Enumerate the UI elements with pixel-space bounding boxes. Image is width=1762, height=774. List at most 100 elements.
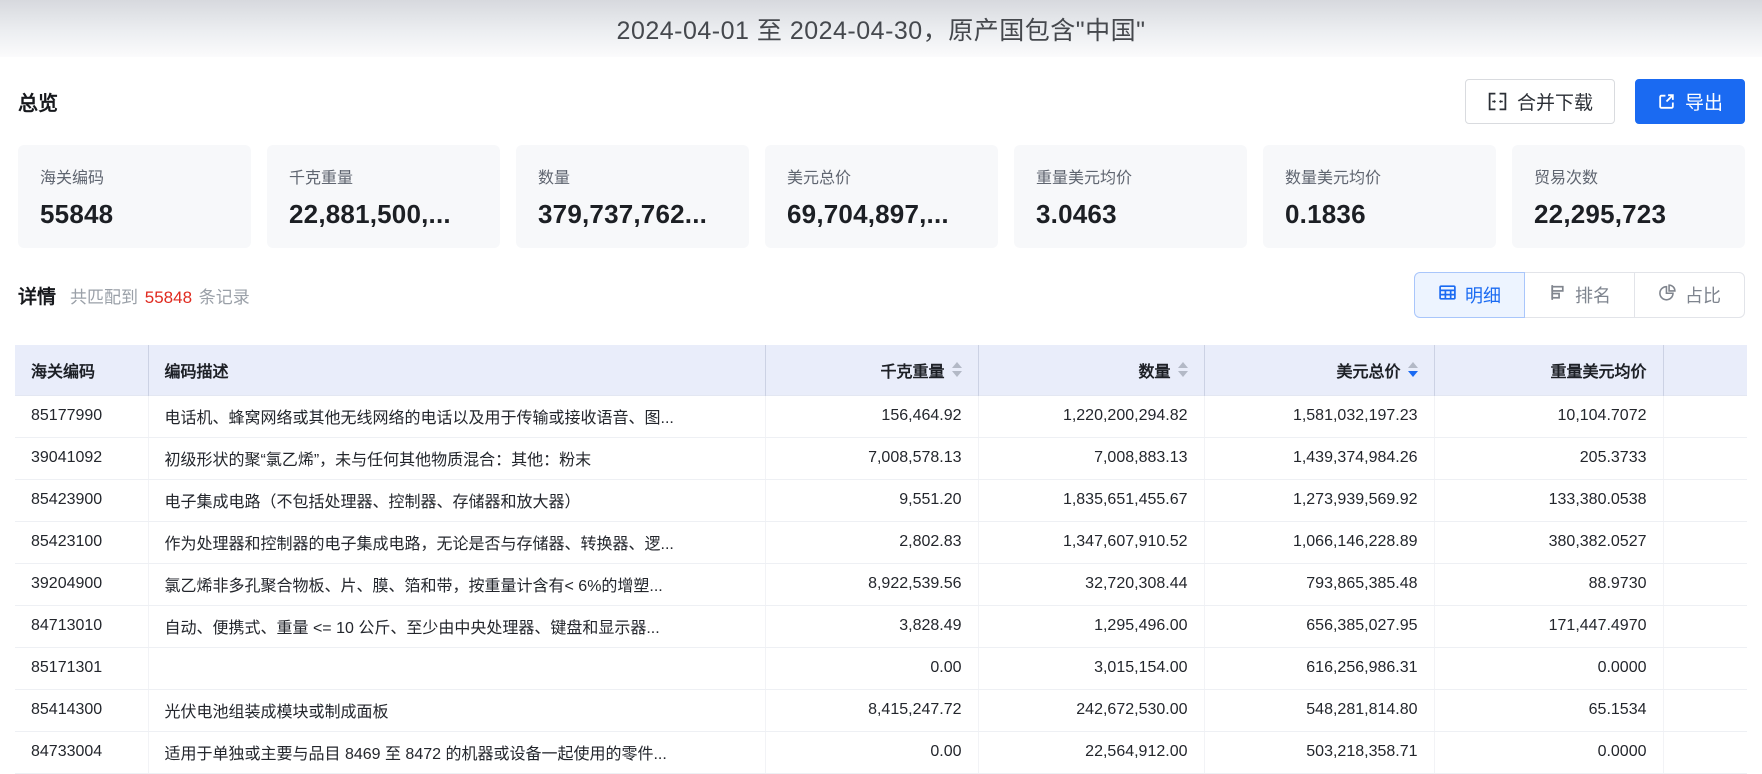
- stat-card-quantity: 数量 379,737,762...: [516, 145, 749, 248]
- sort-carets[interactable]: [951, 362, 962, 378]
- overview-heading: 总览: [18, 92, 58, 115]
- table-row: 85177990 电话机、蜂窝网络或其他无线网络的电话以及用于传输或接收语音、图…: [15, 394, 1747, 438]
- cell-quantity: 7,008,883.13: [978, 437, 1205, 480]
- table-row: 84713010 自动、便携式、重量 <= 10 公斤、至少由中央处理器、键盘和…: [15, 605, 1747, 648]
- cell-weight-avg-price: 0.0000: [1434, 731, 1664, 774]
- table-row: 85423900 电子集成电路（不包括处理器、控制器、存储器和放大器） 9,55…: [15, 479, 1747, 522]
- stat-card-trade-count: 贸易次数 22,295,723: [1512, 145, 1745, 248]
- export-button[interactable]: 导出: [1634, 78, 1745, 124]
- stat-label: 贸易次数: [1534, 170, 1599, 187]
- cell-usd-total: 1,439,374,984.26: [1204, 437, 1435, 480]
- cell-filler: [1663, 563, 1747, 606]
- cell-customs-code: 39041092: [15, 437, 149, 480]
- merge-cells-icon: [1487, 91, 1508, 112]
- ranking-icon: [1548, 283, 1567, 307]
- overview-header-row: 总览 合并下载 导出: [18, 78, 1745, 124]
- stat-label: 美元总价: [787, 170, 852, 187]
- cell-usd-total: 548,281,814.80: [1204, 689, 1435, 732]
- cell-description: 光伏电池组装成模块或制成面板: [148, 689, 766, 732]
- cell-customs-code: 84733004: [15, 731, 149, 774]
- cell-quantity: 1,835,651,455.67: [978, 479, 1205, 522]
- cell-filler: [1663, 731, 1747, 774]
- sort-desc-icon: [951, 371, 962, 378]
- cell-usd-total: 656,385,027.95: [1204, 605, 1435, 648]
- tab-proportion[interactable]: 占比: [1634, 272, 1745, 318]
- stat-card-weight-avg-price: 重量美元均价 3.0463: [1014, 145, 1247, 248]
- view-mode-switch: 明细 排名 占比: [1414, 272, 1745, 318]
- details-header-row: 详情 共匹配到 55848 条记录 明细: [18, 272, 1745, 318]
- cell-filler: [1663, 689, 1747, 732]
- stat-label: 海关编码: [40, 170, 105, 187]
- cell-description: [148, 647, 766, 690]
- cell-kg-weight: 3,828.49: [765, 605, 979, 648]
- cell-description: 电话机、蜂窝网络或其他无线网络的电话以及用于传输或接收语音、图...: [148, 394, 766, 438]
- stat-label: 数量美元均价: [1285, 170, 1382, 187]
- col-header-kg-weight[interactable]: 千克重量: [765, 345, 979, 395]
- cell-customs-code: 85423900: [15, 479, 149, 522]
- col-label: 数量: [1138, 363, 1171, 381]
- tab-detail-label: 明细: [1465, 286, 1501, 306]
- stat-card-usd-total: 美元总价 69,704,897,...: [765, 145, 998, 248]
- cell-usd-total: 1,066,146,228.89: [1204, 521, 1435, 564]
- tab-detail[interactable]: 明细: [1414, 272, 1525, 318]
- sort-asc-icon: [951, 362, 962, 369]
- match-prefix: 共匹配到: [70, 287, 139, 307]
- table-row: 85171301 0.00 3,015,154.00 616,256,986.3…: [15, 647, 1747, 690]
- cell-description: 初级形状的聚“氯乙烯”，未与任何其他物质混合：其他：粉末: [148, 437, 766, 480]
- col-header-filler: [1663, 345, 1747, 395]
- cell-quantity: 3,015,154.00: [978, 647, 1205, 690]
- cell-usd-total: 793,865,385.48: [1204, 563, 1435, 606]
- cell-quantity: 1,220,200,294.82: [978, 394, 1205, 438]
- cell-customs-code: 85171301: [15, 647, 149, 690]
- cell-description: 氯乙烯非多孔聚合物板、片、膜、箔和带，按重量计含有< 6%的增塑...: [148, 563, 766, 606]
- cell-usd-total: 1,273,939,569.92: [1204, 479, 1435, 522]
- col-header-customs-code: 海关编码: [15, 345, 149, 395]
- cell-customs-code: 84713010: [15, 605, 149, 648]
- cell-filler: [1663, 605, 1747, 648]
- sort-carets[interactable]: [1177, 362, 1188, 378]
- table-row: 85423100 作为处理器和控制器的电子集成电路，无论是否与存储器、转换器、逻…: [15, 521, 1747, 564]
- stat-value: 3.0463: [1036, 199, 1117, 229]
- cell-kg-weight: 2,802.83: [765, 521, 979, 564]
- cell-kg-weight: 156,464.92: [765, 394, 979, 438]
- cell-quantity: 1,295,496.00: [978, 605, 1205, 648]
- stat-value: 55848: [40, 199, 114, 229]
- col-label: 海关编码: [31, 363, 96, 381]
- stat-value: 379,737,762...: [538, 199, 708, 229]
- col-header-weight-avg-price: 重量美元均价: [1434, 345, 1664, 395]
- cell-kg-weight: 8,922,539.56: [765, 563, 979, 606]
- cell-quantity: 32,720,308.44: [978, 563, 1205, 606]
- pie-chart-icon: [1658, 283, 1677, 307]
- cell-weight-avg-price: 10,104.7072: [1434, 394, 1664, 438]
- cell-filler: [1663, 437, 1747, 480]
- stat-card-customs-code: 海关编码 55848: [18, 145, 251, 248]
- cell-usd-total: 616,256,986.31: [1204, 647, 1435, 690]
- cell-quantity: 1,347,607,910.52: [978, 521, 1205, 564]
- stat-value: 69,704,897,...: [787, 199, 949, 229]
- cell-weight-avg-price: 380,382.0527: [1434, 521, 1664, 564]
- table-header-row: 海关编码 编码描述 千克重量 数量: [15, 345, 1747, 395]
- stat-value: 22,295,723: [1534, 199, 1667, 229]
- cell-usd-total: 1,581,032,197.23: [1204, 394, 1435, 438]
- stat-value: 22,881,500,...: [289, 199, 451, 229]
- col-label: 编码描述: [164, 363, 229, 381]
- sort-carets[interactable]: [1407, 362, 1418, 378]
- tab-ranking-label: 排名: [1575, 286, 1611, 306]
- col-header-description: 编码描述: [148, 345, 766, 395]
- match-suffix: 条记录: [198, 287, 250, 307]
- cell-filler: [1663, 394, 1747, 438]
- tab-ranking[interactable]: 排名: [1524, 272, 1635, 318]
- cell-customs-code: 85177990: [15, 394, 149, 438]
- stat-card-quantity-avg-price: 数量美元均价 0.1836: [1263, 145, 1496, 248]
- cell-kg-weight: 0.00: [765, 731, 979, 774]
- merge-download-button[interactable]: 合并下载: [1464, 78, 1615, 124]
- sort-asc-icon: [1407, 362, 1418, 369]
- cell-weight-avg-price: 0.0000: [1434, 647, 1664, 690]
- col-label: 美元总价: [1336, 363, 1401, 381]
- col-header-quantity[interactable]: 数量: [978, 345, 1205, 395]
- cell-filler: [1663, 521, 1747, 564]
- cell-weight-avg-price: 171,447.4970: [1434, 605, 1664, 648]
- cell-description: 自动、便携式、重量 <= 10 公斤、至少由中央处理器、键盘和显示器...: [148, 605, 766, 648]
- overview-actions: 合并下载 导出: [1464, 78, 1745, 124]
- col-header-usd-total[interactable]: 美元总价: [1204, 345, 1435, 395]
